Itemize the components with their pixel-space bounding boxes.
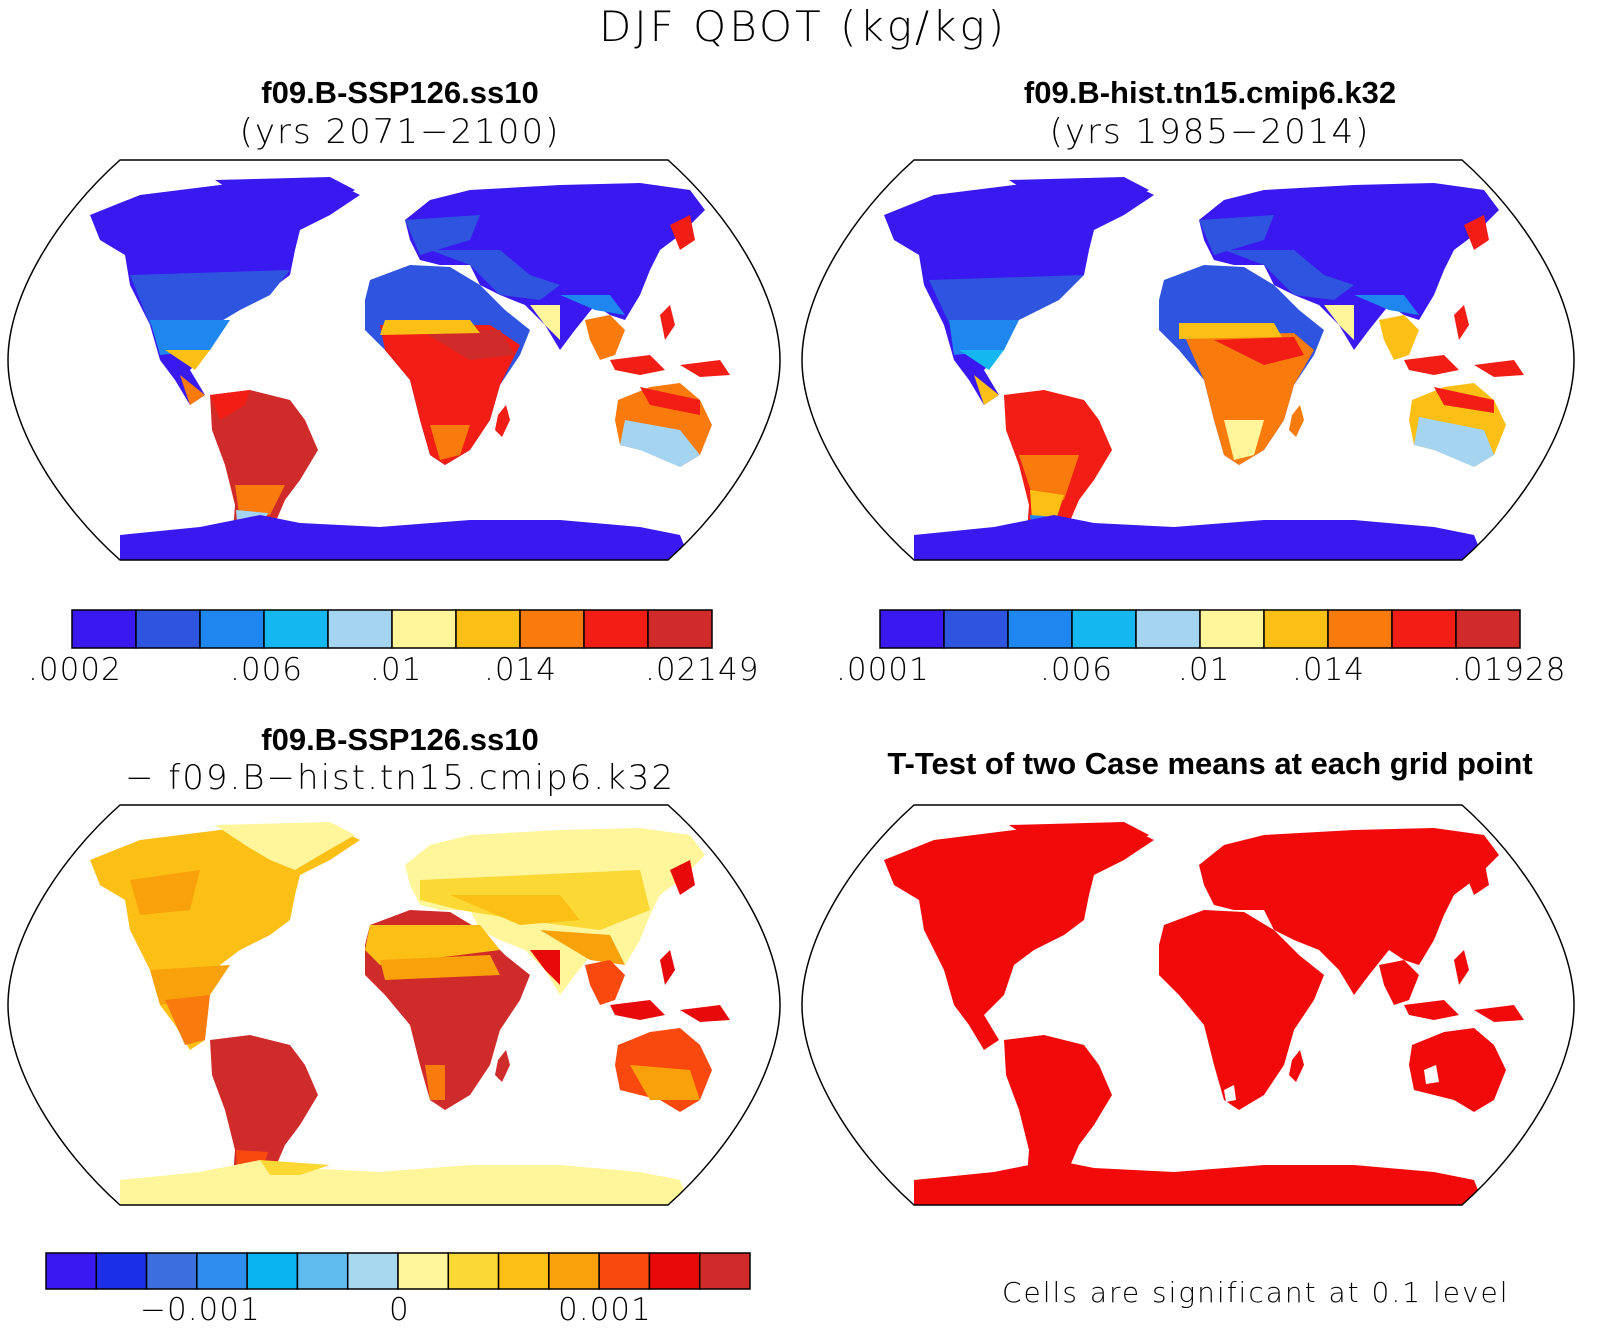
panel-1-title: f09.B-SSP126.ss10 xyxy=(261,75,539,110)
panel-2-subtitle: (yrs 1985−2014) xyxy=(1049,112,1371,152)
panel-3-title: f09.B-SSP126.ss10 xyxy=(261,722,539,757)
colorbar-difference-swatch xyxy=(698,1252,751,1290)
colorbar-case1-swatch xyxy=(327,609,393,649)
colorbar-difference-swatch xyxy=(95,1252,148,1290)
colorbar-case1-swatch xyxy=(519,609,585,649)
colorbar-case1-swatch xyxy=(263,609,329,649)
colorbar-case1-swatch xyxy=(583,609,649,649)
colorbar-case1-swatch xyxy=(647,609,713,649)
map-panel-ttest xyxy=(801,804,1575,1206)
colorbar-difference-swatch xyxy=(196,1252,248,1290)
colorbar-case2-swatch xyxy=(1391,609,1457,649)
panel-3-subtitle: − f09.B−hist.tn15.cmip6.k32 xyxy=(124,758,676,798)
colorbar-case2-swatch xyxy=(879,609,945,649)
colorbar-case1 xyxy=(71,609,713,649)
colorbar-case2-tick-label: .0001 xyxy=(836,652,930,688)
colorbar-difference-tick-label: 0.001 xyxy=(558,1292,652,1328)
colorbar-difference-swatch xyxy=(296,1252,349,1290)
colorbar-difference-swatch xyxy=(447,1252,500,1290)
colorbar-case2-tick-label: .014 xyxy=(1292,652,1366,688)
colorbar-difference-swatch xyxy=(598,1252,651,1290)
colorbar-difference-tick-label: 0 xyxy=(389,1292,410,1328)
colorbar-difference-swatch xyxy=(145,1252,198,1290)
colorbar-case1-tick-label: .006 xyxy=(230,652,304,688)
panel-2-title: f09.B-hist.tn15.cmip6.k32 xyxy=(1023,75,1397,110)
colorbar-case2-tick-label: .01 xyxy=(1178,652,1231,688)
colorbar-difference-swatch xyxy=(45,1252,98,1290)
colorbar-case2-swatch xyxy=(1199,609,1265,649)
colorbar-case2-swatch xyxy=(1455,609,1521,649)
colorbar-difference-swatch xyxy=(246,1252,299,1290)
colorbar-difference-swatch xyxy=(397,1252,450,1290)
colorbar-case2-swatch xyxy=(1263,609,1329,649)
colorbar-case2-tick-label: .006 xyxy=(1040,652,1114,688)
colorbar-difference-swatch xyxy=(497,1252,550,1290)
colorbar-case1-swatch xyxy=(71,609,137,649)
panel-4-title: T-Test of two Case means at each grid po… xyxy=(887,746,1533,781)
colorbar-case1-swatch xyxy=(135,609,201,649)
colorbar-case2-tick-label: .01928 xyxy=(1452,652,1567,688)
map-panel-case1 xyxy=(7,159,781,561)
colorbar-case1-swatch xyxy=(391,609,457,649)
colorbar-difference xyxy=(45,1252,751,1290)
colorbar-case2-swatch xyxy=(1135,609,1201,649)
colorbar-case2 xyxy=(879,609,1521,649)
colorbar-case1-tick-label: .014 xyxy=(484,652,558,688)
colorbar-case2-swatch xyxy=(1007,609,1073,649)
colorbar-case1-tick-label: .0002 xyxy=(28,652,122,688)
colorbar-case1-swatch xyxy=(455,609,521,649)
map-panel-case2 xyxy=(801,159,1575,561)
colorbar-case1-swatch xyxy=(199,609,265,649)
colorbar-difference-swatch xyxy=(548,1252,600,1290)
panel-1-subtitle: (yrs 2071−2100) xyxy=(239,112,561,152)
colorbar-difference-swatch xyxy=(346,1252,399,1290)
map-panel-difference xyxy=(7,804,781,1206)
colorbar-case1-tick-label: .01 xyxy=(370,652,423,688)
colorbar-case1-tick-label: .02149 xyxy=(645,652,760,688)
figure-title: DJF QBOT (kg/kg) xyxy=(598,2,1008,51)
colorbar-difference-tick-label: −0.001 xyxy=(140,1292,261,1328)
colorbar-case2-swatch xyxy=(943,609,1009,649)
colorbar-case2-swatch xyxy=(1327,609,1393,649)
colorbar-case2-swatch xyxy=(1071,609,1137,649)
colorbar-difference-swatch xyxy=(648,1252,701,1290)
significance-note: Cells are significant at 0.1 level xyxy=(1002,1276,1510,1309)
